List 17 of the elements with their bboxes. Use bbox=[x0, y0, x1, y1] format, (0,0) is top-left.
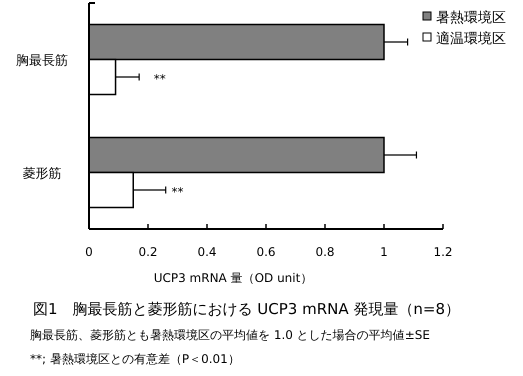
x-tick-label: 0.2 bbox=[138, 245, 158, 259]
text: 図1 胸最長筋と菱形筋における UCP3 mRNA 発現量（n=8） bbox=[33, 300, 460, 318]
x-tick-label: 0.6 bbox=[256, 245, 276, 259]
y-tick-label: 菱形筋 bbox=[22, 166, 62, 182]
text: **; 暑熱環境区との有意差（P＜0.01） bbox=[30, 352, 240, 366]
y-tick-label: 胸最長筋 bbox=[16, 54, 68, 68]
legend-label: 適温環境区 bbox=[436, 31, 506, 47]
x-tick-label: 1 bbox=[380, 245, 388, 259]
annotation: ** bbox=[154, 72, 166, 86]
x-tick-label: 0.8 bbox=[315, 245, 335, 259]
annotation: ** bbox=[172, 185, 184, 199]
x-tick-label: 0.4 bbox=[197, 245, 217, 259]
x-tick-label: 0 bbox=[85, 245, 93, 259]
x-axis-title: UCP3 mRNA 量（OD unit） bbox=[154, 271, 312, 285]
legend-label: 暑熱環境区 bbox=[436, 10, 506, 26]
text: 胸最長筋、菱形筋とも暑熱環境区の平均値を 1.0 とした場合の平均値±SE bbox=[30, 328, 430, 342]
x-tick-label: 1.2 bbox=[433, 245, 453, 259]
